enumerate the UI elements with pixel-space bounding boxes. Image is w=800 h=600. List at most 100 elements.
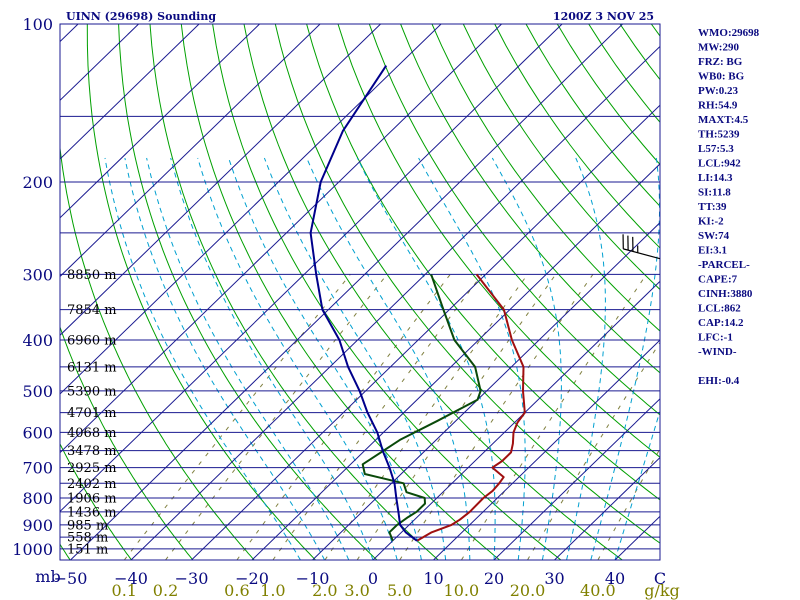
isotherm-line <box>60 24 502 454</box>
dry-adiabat-line <box>306 24 660 501</box>
index-entry: LFC:-1 <box>698 332 733 344</box>
index-entry: FRZ: BG <box>698 56 743 68</box>
moist-adiabat-line <box>614 409 660 560</box>
index-entry: EI:3.1 <box>698 245 727 257</box>
temperature-tick-label: 0 <box>368 569 378 588</box>
index-entry: L57:5.3 <box>698 143 734 155</box>
mixing-ratio-tick-label: 0.2 <box>153 581 178 600</box>
mixing-ratio-tick-label: 3.0 <box>344 581 369 600</box>
temperature-tick-label: 30 <box>544 569 564 588</box>
plot-area <box>60 24 660 560</box>
index-entry: TH:5239 <box>698 129 740 141</box>
isotherm-line <box>493 398 660 560</box>
mixing-ratio-tick-label: 40.0 <box>580 581 616 600</box>
height-label: 2402 m <box>67 477 117 492</box>
mixing-ratio-lines <box>123 274 660 560</box>
dry-adiabat-line <box>60 143 255 560</box>
height-label: 6960 m <box>67 334 117 349</box>
mixing-ratio-tick-label: 0.6 <box>224 581 249 600</box>
isotherm-line <box>60 24 321 278</box>
temperature-tick-label: −10 <box>296 569 330 588</box>
dry-adiabat-line <box>368 24 660 416</box>
dry-adiabat-line <box>777 24 800 560</box>
moist-adiabat-line <box>146 157 350 560</box>
moist-adiabat-line <box>124 157 326 560</box>
mixing-ratio-line <box>165 274 388 560</box>
index-entry: CINH:3880 <box>698 288 753 300</box>
height-label: 3478 m <box>67 444 117 459</box>
moist-adiabats <box>104 157 660 560</box>
dry-adiabat-line <box>60 325 194 560</box>
isotherm-line <box>60 24 442 395</box>
pressure-tick-label: 900 <box>22 516 53 535</box>
temperature-tick-label: −40 <box>114 569 148 588</box>
moist-adiabat-line <box>104 157 301 560</box>
index-entry: WB0: BG <box>698 71 745 83</box>
mixing-ratio-axis: 0.1 0.2 0.6 1.0 2.0 3.0 5.0 10.0 20.0 40.0 <box>112 581 616 600</box>
isotherms <box>60 24 660 560</box>
mixing-ratio-tick-label: 20.0 <box>510 581 546 600</box>
dry-adiabat-line <box>118 24 378 560</box>
index-entry: RH:54.9 <box>698 100 738 112</box>
mixing-ratio-line <box>399 274 594 560</box>
dry-adiabat-line <box>149 24 439 560</box>
height-label: 8850 m <box>67 268 117 283</box>
dry-adiabat-line <box>494 24 660 249</box>
pressure-tick-label: 600 <box>22 423 53 442</box>
mixing-ratio-tick-label: 1.0 <box>260 581 285 600</box>
index-entry: SI:11.8 <box>698 187 731 199</box>
isotherm-line <box>554 456 660 560</box>
dry-adiabat-line <box>337 24 660 458</box>
height-labels: 8850 m 7854 m 6960 m 6131 m 5390 m 4701 m 4068… <box>67 268 117 557</box>
dry-adiabat-line <box>431 24 660 332</box>
isotherm-line <box>60 24 200 160</box>
temperature-unit-label: C <box>654 569 666 588</box>
isotherm-line <box>60 24 260 219</box>
index-entry: -WIND- <box>698 346 737 358</box>
temperature-tick-label: 10 <box>423 569 443 588</box>
isotherm-line <box>130 45 660 560</box>
pressure-tick-label: 200 <box>22 173 53 192</box>
moist-adiabat-line <box>170 157 374 560</box>
mixing-ratio-line <box>460 274 647 560</box>
height-label: 985 m <box>67 518 108 533</box>
plot-frame <box>59 23 661 561</box>
isotherm-line <box>60 24 563 513</box>
height-label: 5390 m <box>67 384 117 399</box>
index-entry: LI:14.3 <box>698 172 733 184</box>
mixing-ratio-unit-label: g/kg <box>644 581 680 600</box>
pressure-axis: 100 200 300 400 500 600 700 800 900 1000 <box>12 15 53 559</box>
index-entry: PW:0.23 <box>698 85 739 97</box>
mixing-ratio-tick-label: 2.0 <box>312 581 337 600</box>
pressure-tick-label: 400 <box>22 331 53 350</box>
index-entry: CAPE:7 <box>698 274 738 286</box>
mixing-ratio-line <box>272 274 483 560</box>
mixing-ratio-tick-label: 5.0 <box>387 581 412 600</box>
profile-series <box>309 65 526 542</box>
temperature-line <box>416 273 526 542</box>
dry-adiabat-line <box>462 24 660 291</box>
index-entry: SW:74 <box>698 230 730 242</box>
moist-adiabat-line <box>418 157 526 560</box>
height-label: 1436 m <box>67 505 117 520</box>
pressure-tick-label: 500 <box>22 382 53 401</box>
height-label: 4701 m <box>67 406 117 421</box>
temperature-axis: −50 −40 −30 −20 −10 0 10 20 30 40 <box>54 569 626 588</box>
height-label: 151 m <box>67 542 108 557</box>
dry-adiabat-line <box>400 24 660 374</box>
index-entry: EHI:-0.4 <box>698 375 740 387</box>
mixing-ratio-line <box>324 274 529 560</box>
dry-adiabat-line <box>86 24 316 560</box>
isotherm-line <box>433 339 660 560</box>
temperature-tick-label: 20 <box>484 569 504 588</box>
height-label: 4068 m <box>67 426 117 441</box>
chart-time-label: 1200Z 3 NOV 25 <box>553 10 654 23</box>
index-entry: MW:290 <box>698 42 739 54</box>
index-entry: -PARCEL- <box>698 259 750 271</box>
dry-adiabat-line <box>243 24 623 560</box>
moist-adiabat-line <box>263 157 447 560</box>
isotherm-line <box>60 24 381 336</box>
index-entry: LCL:862 <box>698 303 741 315</box>
height-label: 1906 m <box>67 492 117 507</box>
